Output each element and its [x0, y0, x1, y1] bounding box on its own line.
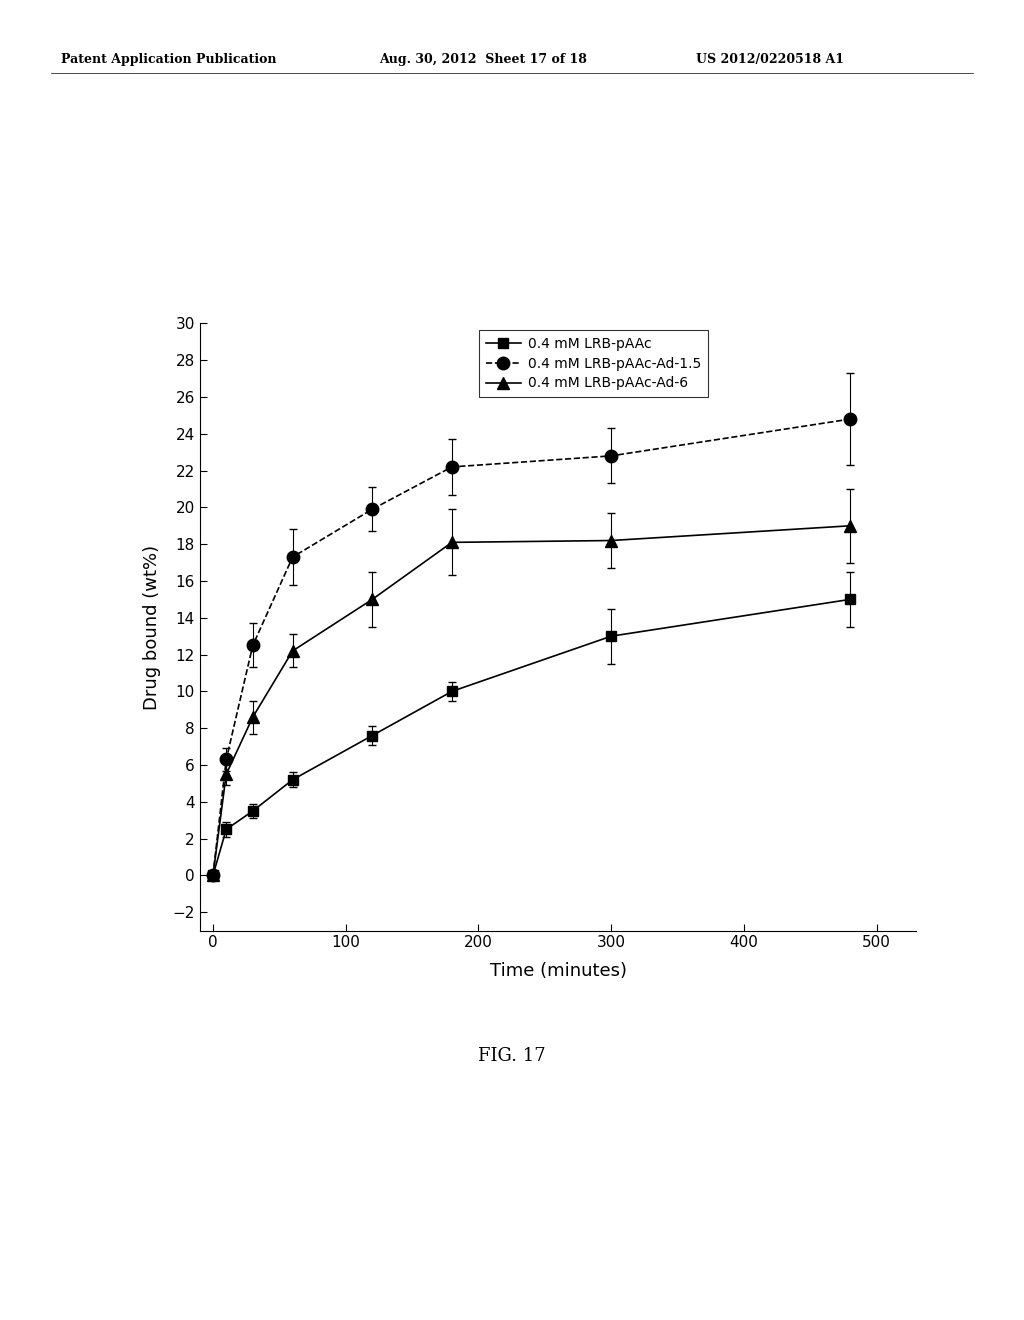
Text: Patent Application Publication: Patent Application Publication [61, 53, 276, 66]
Text: Aug. 30, 2012  Sheet 17 of 18: Aug. 30, 2012 Sheet 17 of 18 [379, 53, 587, 66]
Y-axis label: Drug bound (wt%): Drug bound (wt%) [143, 544, 162, 710]
Legend: 0.4 mM LRB-pAAc, 0.4 mM LRB-pAAc-Ad-1.5, 0.4 mM LRB-pAAc-Ad-6: 0.4 mM LRB-pAAc, 0.4 mM LRB-pAAc-Ad-1.5,… [479, 330, 708, 397]
X-axis label: Time (minutes): Time (minutes) [489, 961, 627, 979]
Text: US 2012/0220518 A1: US 2012/0220518 A1 [696, 53, 845, 66]
Text: FIG. 17: FIG. 17 [478, 1047, 546, 1065]
